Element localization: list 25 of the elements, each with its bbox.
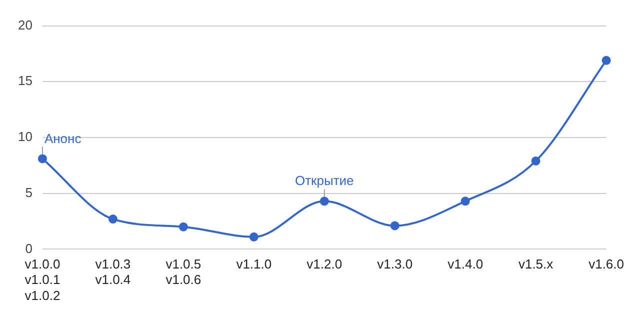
x-tick-label: v1.5.x [518, 256, 554, 272]
x-tick-label: v1.0.3 v1.0.4 [95, 256, 131, 288]
point [390, 221, 400, 230]
y-tick-label: 10 [18, 129, 32, 144]
point [178, 222, 188, 232]
x-tick-label: v1.6.0 [588, 256, 624, 272]
x-tick-label: v1.0.0 v1.0.1 v1.0.2 [24, 256, 60, 303]
y-tick-label: 5 [25, 184, 32, 200]
x-tick-label: v1.0.5 v1.0.6 [166, 256, 202, 288]
x-tick-label: v1.3.0 [377, 256, 413, 272]
annotation: Анонс [44, 130, 82, 146]
x-tick-label: v1.4.0 [448, 256, 484, 272]
point [531, 156, 540, 166]
point [108, 214, 118, 224]
point [38, 154, 47, 164]
y-tick-label: 20 [18, 17, 32, 32]
x-tick-label: v1.1.0 [236, 256, 272, 272]
x-tick-label: v1.2.0 [306, 256, 342, 272]
annotation: Открытие [294, 173, 354, 188]
point [602, 56, 611, 65]
point [320, 196, 329, 206]
y-tick-label: 0 [25, 240, 32, 256]
y-tick-label: 15 [18, 73, 32, 88]
point [460, 196, 470, 206]
point [249, 232, 258, 242]
